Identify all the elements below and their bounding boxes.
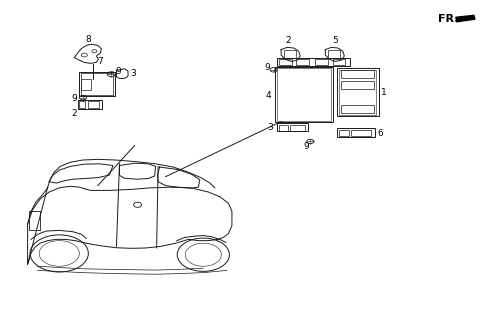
Text: 3: 3 <box>130 69 136 78</box>
Text: 6: 6 <box>377 129 383 138</box>
Text: 9: 9 <box>115 68 121 76</box>
Bar <box>332 59 345 65</box>
Text: 2: 2 <box>71 109 77 118</box>
Bar <box>278 125 287 131</box>
Text: 7: 7 <box>97 57 103 66</box>
Bar <box>277 58 349 66</box>
Bar <box>29 211 40 230</box>
Bar <box>341 70 373 78</box>
Bar <box>283 50 296 58</box>
Bar <box>296 59 308 65</box>
Text: 8: 8 <box>85 36 91 44</box>
Bar <box>315 59 327 65</box>
Bar <box>337 128 374 137</box>
Bar <box>277 68 330 121</box>
Bar <box>290 125 305 131</box>
Text: 9: 9 <box>71 94 77 103</box>
Text: 9: 9 <box>264 63 270 72</box>
Bar <box>279 59 291 65</box>
Bar <box>337 68 378 116</box>
Bar <box>277 123 308 131</box>
Bar <box>79 101 85 108</box>
Text: 2: 2 <box>285 36 291 45</box>
Bar <box>275 67 332 122</box>
Text: 9: 9 <box>303 142 309 151</box>
Bar <box>81 73 113 95</box>
Text: 5: 5 <box>332 36 338 45</box>
Text: 4: 4 <box>265 92 271 100</box>
Bar <box>339 70 376 115</box>
Bar <box>338 130 348 136</box>
Bar <box>79 72 115 96</box>
Text: 1: 1 <box>380 88 386 97</box>
Text: FR.: FR. <box>437 13 457 24</box>
Bar <box>341 105 373 113</box>
Text: 3: 3 <box>267 124 273 132</box>
Bar <box>78 100 102 109</box>
Bar <box>351 130 371 136</box>
Bar <box>327 50 340 58</box>
Bar <box>341 81 373 89</box>
Bar <box>88 101 99 108</box>
Polygon shape <box>455 15 474 22</box>
Bar <box>81 79 91 90</box>
